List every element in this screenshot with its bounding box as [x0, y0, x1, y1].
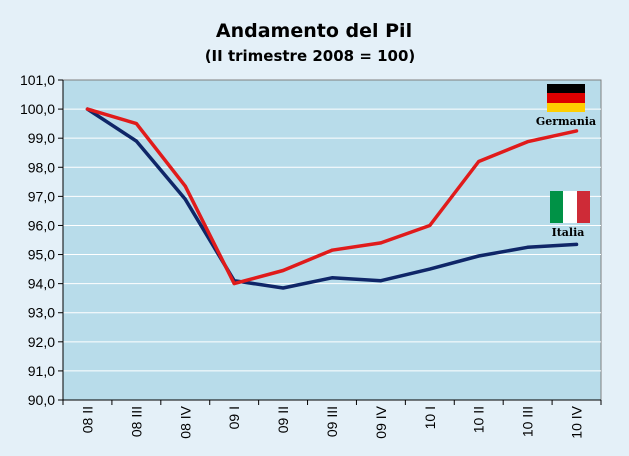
y-tick-label: 101,0: [20, 72, 55, 88]
x-tick-label: 08 II: [79, 406, 95, 433]
y-tick-label: 97,0: [28, 188, 55, 204]
x-tick-label: 08 III: [128, 406, 144, 437]
data-point-italia: [526, 245, 530, 249]
data-point-germania: [281, 269, 285, 273]
x-tick-label: 09 III: [324, 406, 340, 437]
x-tick-label: 10 III: [520, 406, 536, 437]
data-point-italia: [428, 267, 432, 271]
y-tick-label: 90,0: [28, 392, 55, 408]
chart-subtitle: (II trimestre 2008 = 100): [205, 47, 416, 65]
y-tick-label: 93,0: [28, 305, 55, 321]
data-point-germania: [379, 241, 383, 245]
flag-italia: Italia: [550, 191, 590, 239]
data-point-italia: [575, 242, 579, 246]
data-point-italia: [134, 139, 138, 143]
y-tick-label: 91,0: [28, 363, 55, 379]
x-tick-label: 08 IV: [177, 405, 193, 438]
flag-italy-icon: [550, 191, 590, 223]
y-axis: 90,0 91,0 92,0 93,0 94,0 95,0 96,0 97,0 98,0 99,0…: [20, 72, 64, 408]
flag-germany-icon: [547, 84, 585, 112]
x-tick-label: 09 II: [275, 406, 291, 433]
y-tick-label: 99,0: [28, 130, 55, 146]
x-tick-label: 10 I: [422, 406, 438, 429]
y-tick-label: 94,0: [28, 276, 55, 292]
x-tick-label: 10 IV: [569, 405, 585, 438]
data-point-germania: [330, 248, 334, 252]
data-point-italia: [330, 276, 334, 280]
y-tick-label: 92,0: [28, 334, 55, 350]
data-point-italia: [281, 286, 285, 290]
data-point-germania: [232, 282, 236, 286]
flag-germania: Germania: [536, 84, 596, 128]
x-tick-label: 10 II: [471, 406, 487, 433]
data-point-italia: [379, 279, 383, 283]
data-point-germania: [477, 159, 481, 163]
series-lines: [85, 107, 579, 290]
flag-label-italia: Italia: [552, 226, 585, 239]
x-tick-label: 09 IV: [373, 405, 389, 438]
data-point-germania: [85, 107, 89, 111]
data-point-germania: [134, 122, 138, 126]
x-tick-label: 09 I: [226, 406, 242, 429]
data-point-italia: [477, 254, 481, 258]
data-point-italia: [183, 197, 187, 201]
data-point-germania: [526, 140, 530, 144]
data-point-germania: [183, 184, 187, 188]
y-tick-label: 98,0: [28, 159, 55, 175]
grid-lines: [63, 108, 601, 372]
x-axis: 08 II 08 III 08 IV 09 I 09 II 09 III 09 IV 10 I…: [62, 399, 602, 439]
y-tick-label: 100,0: [20, 101, 55, 117]
data-point-germania: [428, 223, 432, 227]
y-tick-label: 96,0: [28, 217, 55, 233]
plot-area: [62, 79, 602, 401]
y-tick-label: 95,0: [28, 247, 55, 263]
data-point-germania: [575, 129, 579, 133]
flag-label-germania: Germania: [536, 115, 596, 128]
chart-title: Andamento del Pil: [216, 20, 412, 42]
